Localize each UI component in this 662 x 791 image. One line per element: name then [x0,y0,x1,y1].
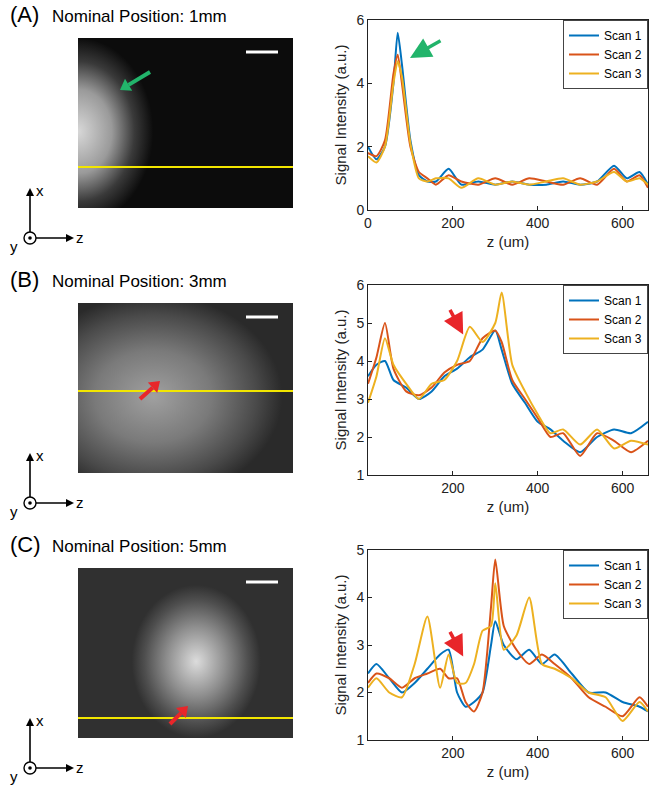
html-text:Nominal Position: 3mm: Nominal Position: 3mm [52,272,227,291]
html-text:Nominal Position: 5mm: Nominal Position: 5mm [52,537,227,556]
svg-text:3: 3 [356,391,364,407]
svg-text:z: z [76,759,84,776]
svg-text:y: y [10,768,18,785]
svg-text:4: 4 [356,353,364,369]
svg-text:2: 2 [356,139,364,155]
svg-text:x: x [36,712,44,729]
svg-text:400: 400 [526,480,550,496]
svg-text:4: 4 [356,75,364,91]
svg-text:400: 400 [526,745,550,761]
svg-text:Scan 2: Scan 2 [604,578,642,592]
svg-text:Scan 2: Scan 2 [604,313,642,327]
svg-text:Scan 1: Scan 1 [604,29,642,43]
svg-text:600: 600 [611,480,635,496]
svg-text:Scan 2: Scan 2 [604,48,642,62]
html-text:(B): (B) [10,267,40,292]
svg-text:x: x [36,182,44,199]
svg-text:3: 3 [356,637,364,653]
svg-text:Scan 3: Scan 3 [604,332,642,346]
svg-text:z: z [76,229,84,246]
svg-text:5: 5 [356,542,364,558]
svg-text:600: 600 [611,745,635,761]
svg-text:600: 600 [611,215,635,231]
svg-text:0: 0 [356,202,364,218]
svg-text:5: 5 [356,315,364,331]
svg-text:z: z [76,494,84,511]
svg-text:Scan 1: Scan 1 [604,294,642,308]
svg-text:z (um): z (um) [487,233,530,250]
svg-text:y: y [10,238,18,255]
svg-text:z (um): z (um) [487,763,530,780]
html-text:Nominal Position: 1mm: Nominal Position: 1mm [52,7,227,26]
svg-text:200: 200 [441,745,465,761]
svg-text:Signal Intensity (a.u.): Signal Intensity (a.u.) [332,310,349,451]
svg-text:Signal Intensity (a.u.): Signal Intensity (a.u.) [332,575,349,716]
svg-text:0: 0 [364,215,372,231]
svg-text:z (um): z (um) [487,498,530,515]
svg-text:200: 200 [441,480,465,496]
svg-text:x: x [36,447,44,464]
svg-text:6: 6 [356,12,364,28]
html-text:(C): (C) [10,532,41,557]
svg-text:2: 2 [356,684,364,700]
svg-text:200: 200 [441,215,465,231]
svg-text:Scan 3: Scan 3 [604,597,642,611]
svg-text:1: 1 [356,467,364,483]
svg-text:400: 400 [526,215,550,231]
svg-text:2: 2 [356,429,364,445]
html-text:(A): (A) [10,2,40,27]
svg-text:1: 1 [356,732,364,748]
svg-text:Scan 1: Scan 1 [604,559,642,573]
svg-text:6: 6 [356,277,364,293]
svg-text:Scan 3: Scan 3 [604,67,642,81]
svg-text:Signal Intensity (a.u.): Signal Intensity (a.u.) [332,45,349,186]
svg-text:y: y [10,503,18,520]
svg-text:4: 4 [356,589,364,605]
